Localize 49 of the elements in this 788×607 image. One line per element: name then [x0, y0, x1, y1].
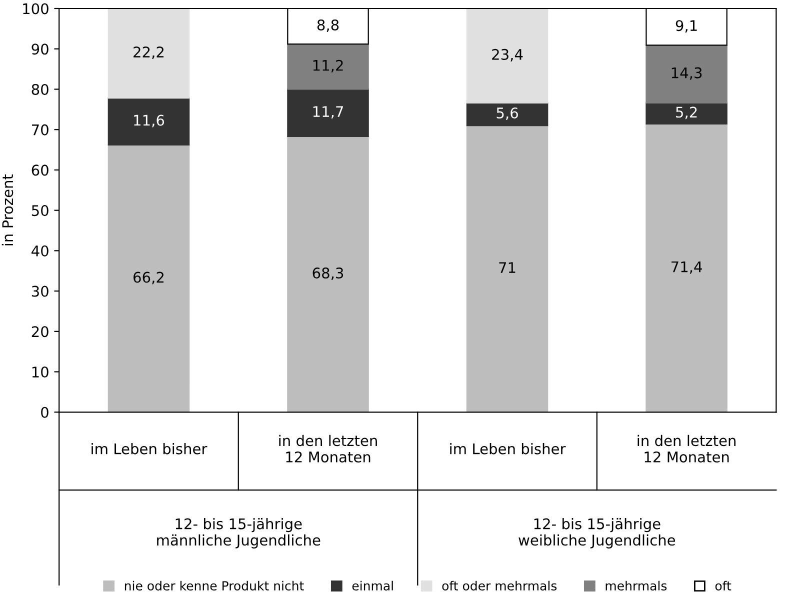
data-label: 23,4 [492, 48, 523, 62]
data-label: 14,3 [672, 67, 702, 80]
data-label: 71,4 [672, 261, 702, 274]
bar [287, 88, 369, 138]
data-label: 66,2 [134, 272, 164, 284]
bar [646, 123, 728, 412]
y-tick-label: 50 [32, 205, 48, 216]
bar [108, 98, 190, 146]
bar [108, 144, 190, 412]
data-label: 22,2 [134, 46, 164, 60]
legend-label: oft [715, 580, 732, 591]
data-label: 71 [499, 262, 516, 273]
text: 12- bis 15-jährige weibliche Jugendliche [518, 518, 676, 548]
data-label: 9,1 [676, 20, 697, 33]
data-label: 11,7 [313, 106, 343, 119]
y-tick-label: 80 [32, 84, 48, 95]
bar [287, 43, 369, 90]
bar [466, 102, 548, 126]
bar [466, 8, 548, 104]
data-label: 8,8 [317, 19, 339, 32]
x-tick-label: im Leben bisher [450, 443, 566, 454]
y-tick-label: 100 [23, 3, 48, 14]
x-tick-label: im Leben bisher [92, 443, 208, 454]
y-tick-label: 20 [32, 326, 48, 338]
data-label: 68,3 [312, 268, 344, 280]
legend-label: nie oder kenne Produkt nicht [124, 580, 304, 591]
bar [287, 136, 369, 412]
legend-label: mehrmals [606, 580, 667, 591]
y-tick-label: 30 [32, 286, 48, 297]
y-tick-label: 70 [32, 124, 48, 136]
data-label: 5,2 [676, 106, 697, 120]
text: 12- bis 15-jährige männliche Jugendliche [157, 518, 320, 548]
y-tick-label: 40 [32, 245, 48, 256]
legend-label: einmal [352, 580, 393, 591]
y-axis-title: in Prozent [2, 174, 14, 246]
bar [466, 125, 548, 412]
x-tick-label: in den letzten 12 Monaten [638, 434, 736, 462]
data-label: 5,6 [496, 107, 518, 120]
data-label: 11,2 [313, 60, 343, 72]
x-tick-label: in den letzten 12 Monaten [279, 434, 377, 462]
legend-label: oft oder mehrmals [442, 580, 557, 591]
data-label: 11,6 [134, 114, 164, 128]
y-tick-label: 90 [32, 44, 48, 55]
bar [646, 44, 728, 104]
y-tick-label: 10 [32, 366, 48, 378]
y-tick-label: 0 [41, 406, 48, 418]
bar [646, 102, 728, 124]
bar [108, 8, 190, 99]
y-tick-label: 60 [32, 164, 48, 176]
